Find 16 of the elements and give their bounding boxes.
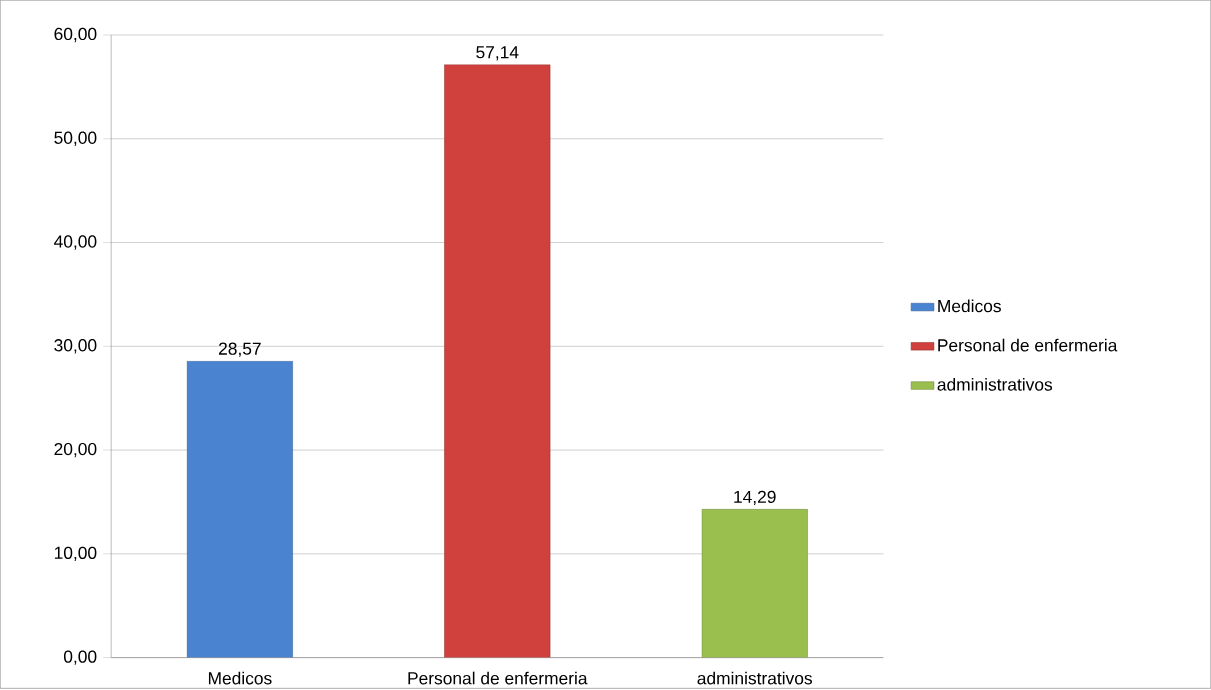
y-tick-label: 10,00 (54, 546, 97, 561)
data-label: 14,29 (734, 490, 776, 505)
y-tick-label: 30,00 (54, 339, 97, 354)
y-tick-label: 20,00 (54, 442, 97, 458)
data-label: 28,57 (219, 342, 261, 357)
data-label: 57,14 (476, 46, 519, 61)
x-tick-label: administrativos (697, 671, 812, 685)
legend-label: Medicos (938, 299, 1001, 313)
legend-label: administrativos (937, 377, 1053, 391)
x-tick-label: Personal de enfermeria (408, 671, 588, 685)
legend-label: Personal de enfermeria (938, 338, 1118, 352)
x-tick-label: Medicos (208, 671, 272, 685)
y-tick-label: 50,00 (54, 131, 97, 146)
y-tick-label: 0,00 (63, 650, 97, 665)
y-tick-label: 40,00 (54, 235, 97, 250)
y-tick-label: 60,00 (54, 27, 97, 43)
